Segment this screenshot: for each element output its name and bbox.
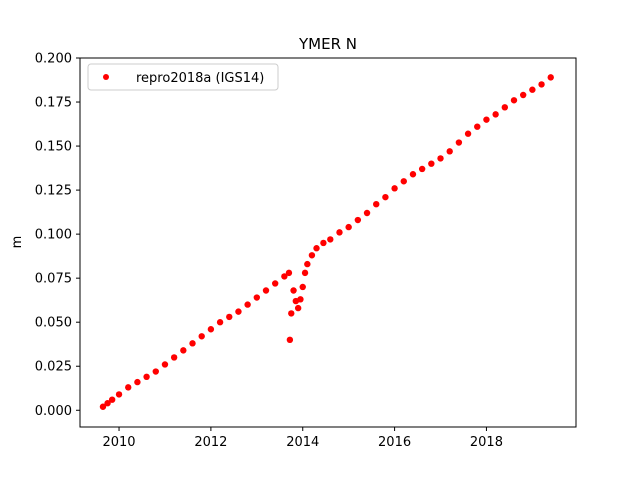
data-point [313, 245, 320, 252]
y-tick-label: 0.075 [35, 272, 72, 287]
data-point [464, 130, 472, 137]
data-point [437, 155, 444, 162]
x-tick-label: 2012 [194, 435, 227, 450]
data-point [400, 178, 407, 185]
data-point [382, 193, 389, 201]
y-axis: 0.000 0.025 0.050 0.075 0.100 0.125 0.150 0.175… [35, 52, 80, 419]
data-point [152, 368, 159, 375]
data-point [501, 104, 509, 111]
data-point [216, 319, 224, 326]
x-tick-label: 2010 [102, 435, 135, 450]
data-point [180, 347, 187, 354]
data-point [519, 91, 527, 99]
data-point [226, 313, 233, 321]
data-point [418, 165, 426, 173]
legend-box [87, 63, 279, 91]
legend-marker [103, 74, 109, 80]
data-point [428, 160, 435, 167]
data-point [529, 86, 536, 93]
data-point [320, 239, 327, 247]
legend: repro2018a (IGS14) [87, 63, 279, 91]
data-point [271, 280, 279, 287]
data-point [483, 116, 490, 123]
data-point [373, 200, 380, 208]
points-layer [99, 74, 554, 410]
x-axis: 2010 2012 2014 2016 2018 [102, 427, 503, 450]
data-point [207, 326, 215, 333]
y-tick-label: 0.175 [35, 96, 72, 111]
data-point [327, 236, 334, 243]
x-tick-label: 2016 [378, 435, 411, 450]
data-point [363, 209, 371, 217]
data-point [115, 391, 123, 398]
y-tick-label: 0.200 [35, 52, 72, 67]
data-point [547, 74, 554, 81]
data-point [290, 287, 297, 294]
y-tick-label: 0.000 [35, 404, 72, 419]
y-tick-label: 0.150 [35, 140, 72, 155]
y-tick-label: 0.100 [35, 228, 72, 243]
data-point [294, 304, 302, 312]
data-point [99, 403, 107, 410]
data-point [281, 273, 288, 280]
data-point [189, 340, 196, 347]
data-point [345, 223, 352, 231]
data-point [170, 354, 178, 361]
legend-label: repro2018a (IGS14) [136, 71, 264, 86]
data-point [492, 111, 499, 118]
x-tick-label: 2014 [286, 435, 319, 450]
data-point [455, 139, 463, 146]
y-axis-label: m [10, 236, 25, 249]
data-point [474, 123, 481, 130]
data-point [253, 294, 261, 301]
data-point [125, 384, 132, 391]
data-point [285, 269, 293, 277]
y-tick-label: 0.050 [35, 316, 72, 331]
data-point [286, 336, 294, 344]
data-point [143, 373, 150, 381]
x-tick-label: 2018 [470, 435, 503, 450]
data-point [161, 361, 169, 368]
data-point [304, 260, 311, 268]
data-point [301, 269, 309, 277]
data-point [336, 229, 343, 236]
data-point [354, 216, 362, 224]
data-point [391, 185, 398, 192]
data-point [198, 333, 205, 340]
chart-title: YMER N [298, 35, 357, 53]
data-point [299, 283, 306, 291]
data-point [244, 301, 251, 308]
data-point [288, 310, 295, 317]
data-point [538, 81, 545, 88]
data-point [262, 287, 270, 294]
y-tick-label: 0.125 [35, 184, 72, 199]
data-point [108, 396, 116, 403]
data-point [308, 252, 316, 259]
data-point [104, 400, 111, 407]
data-point [297, 296, 304, 303]
data-point [134, 378, 141, 386]
y-tick-label: 0.025 [35, 360, 72, 375]
plot-frame [79, 57, 577, 428]
data-point [235, 308, 242, 315]
data-point [409, 171, 417, 178]
data-point [510, 97, 518, 104]
data-point [446, 148, 453, 155]
